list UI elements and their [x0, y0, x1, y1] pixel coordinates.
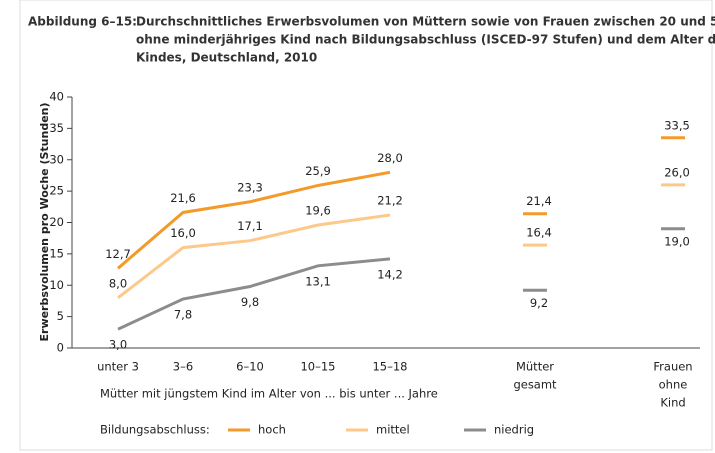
data-label: 14,2	[377, 267, 403, 281]
data-label: 21,2	[377, 193, 403, 207]
x-tick-label: 15–18	[372, 360, 407, 374]
chart-title: Durchschnittliches Erwerbsvolumen von Mü…	[136, 15, 715, 29]
figure-label: Abbildung 6–15:	[28, 15, 137, 29]
y-tick-label: 40	[49, 90, 64, 104]
data-label: 9,2	[530, 296, 548, 310]
data-label: 13,1	[305, 274, 331, 288]
legend-label: mittel	[376, 423, 410, 437]
data-label: 21,4	[526, 194, 552, 208]
data-label: 21,6	[170, 191, 196, 205]
data-label: 3,0	[109, 338, 127, 352]
data-label: 8,0	[109, 276, 127, 290]
series-line	[117, 170, 391, 270]
y-tick-label: 30	[49, 152, 64, 166]
data-label: 19,6	[305, 204, 331, 218]
x-tick-label: 3–6	[173, 360, 193, 374]
y-tick-label: 20	[49, 215, 64, 229]
legend-label: niedrig	[494, 423, 534, 437]
chart-title: ohne minderjähriges Kind nach Bildungsab…	[136, 33, 715, 47]
data-label: 12,7	[105, 247, 131, 261]
data-label: 16,4	[526, 226, 552, 240]
data-label: 19,0	[664, 234, 690, 248]
x-tick-label: gesamt	[513, 378, 557, 392]
data-label: 26,0	[664, 165, 690, 179]
chart-title: Kindes, Deutschland, 2010	[136, 51, 317, 65]
y-tick-label: 25	[49, 184, 64, 198]
x-tick-label: 6–10	[236, 360, 264, 374]
y-tick-label: 0	[57, 341, 64, 355]
data-label: 25,9	[305, 164, 331, 178]
x-tick-label: 10–15	[300, 360, 335, 374]
y-tick-label: 5	[57, 309, 64, 323]
data-label: 33,5	[664, 118, 690, 132]
frame	[19, 0, 713, 451]
data-label: 28,0	[377, 151, 403, 165]
legend-label: hoch	[258, 423, 286, 437]
legend-title: Bildungsabschluss:	[100, 423, 210, 437]
y-tick-label: 15	[49, 246, 64, 260]
y-tick-label: 35	[49, 121, 64, 135]
x-tick-label: Frauen	[653, 360, 692, 374]
data-label: 9,8	[241, 295, 259, 309]
y-axis-label: Erwerbsvolumen pro Woche (Stunden)	[38, 102, 51, 341]
y-tick-label: 10	[49, 278, 64, 292]
series-line	[117, 257, 391, 331]
x-tick-label: unter 3	[97, 360, 139, 374]
x-tick-label: ohne	[659, 378, 688, 392]
data-label: 17,1	[237, 219, 263, 233]
x-tick-label: Kind	[660, 396, 685, 410]
data-label: 23,3	[237, 180, 263, 194]
series-line	[117, 213, 391, 299]
x-axis-label: Mütter mit jüngstem Kind im Alter von ..…	[100, 387, 438, 401]
data-label: 16,0	[170, 226, 196, 240]
x-tick-label: Mütter	[516, 360, 554, 374]
data-label: 7,8	[174, 308, 192, 322]
